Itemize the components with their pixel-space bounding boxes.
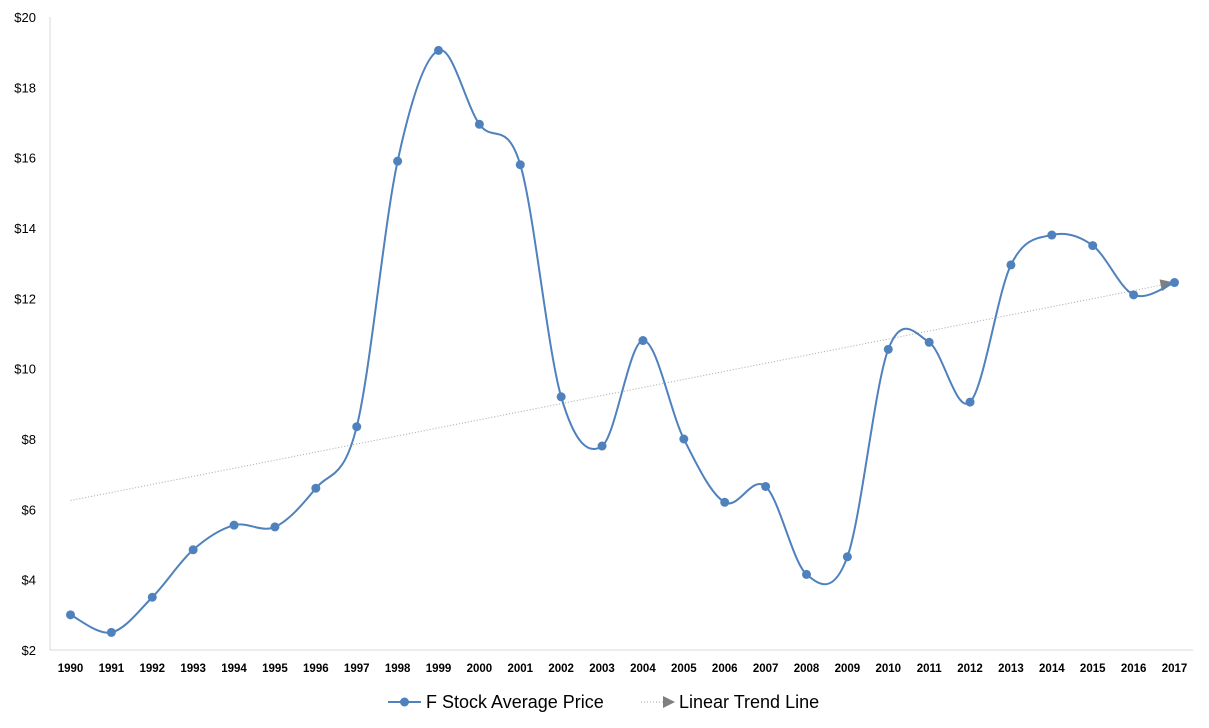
data-point-2013 — [1006, 260, 1016, 270]
data-point-1997 — [352, 422, 362, 432]
data-point-1998 — [393, 156, 403, 166]
x-tick-label: 2007 — [753, 663, 779, 675]
data-point-1999 — [434, 45, 443, 55]
data-point-1996 — [311, 483, 321, 493]
x-tick-label: 1992 — [139, 663, 165, 675]
data-point-2004 — [638, 336, 648, 346]
x-tick-label: 1991 — [99, 663, 125, 675]
y-tick-label: $18 — [14, 80, 36, 95]
x-tick-label: 2008 — [794, 663, 820, 675]
x-tick-label: 2013 — [998, 663, 1024, 675]
x-tick-label: 1993 — [180, 663, 206, 675]
y-tick-label: $4 — [22, 573, 36, 588]
data-point-1994 — [229, 520, 239, 530]
x-tick-label: 2012 — [957, 663, 983, 675]
y-tick-labels: $2 $4 $6 $8 $10 $12 $14 $16 $18 $20 — [14, 10, 36, 658]
legend-trend-arrow-icon — [663, 696, 675, 708]
x-tick-label: 2003 — [589, 663, 615, 675]
legend-trend-label: Linear Trend Line — [679, 692, 819, 712]
x-tick-label: 2017 — [1162, 663, 1188, 675]
data-point-2007 — [761, 481, 771, 491]
data-point-1992 — [147, 592, 157, 602]
x-tick-label: 1996 — [303, 663, 329, 675]
data-point-2016 — [1129, 290, 1139, 300]
data-point-2006 — [720, 497, 730, 507]
x-tick-label: 2006 — [712, 663, 738, 675]
x-tick-label: 2005 — [671, 663, 697, 675]
y-tick-label: $14 — [14, 221, 36, 236]
data-point-2009 — [842, 552, 852, 562]
series-line — [70, 49, 1175, 634]
data-point-2005 — [679, 434, 689, 444]
y-tick-label: $10 — [14, 362, 36, 377]
y-tick-label: $12 — [14, 291, 36, 306]
x-tick-label: 2010 — [875, 663, 901, 675]
x-tick-label: 1994 — [221, 663, 247, 675]
x-tick-label: 2015 — [1080, 663, 1106, 675]
x-tick-label: 1990 — [58, 663, 84, 675]
axes — [49, 17, 1193, 651]
legend-series-label: F Stock Average Price — [426, 692, 604, 712]
x-tick-label: 2009 — [835, 663, 861, 675]
x-tick-label: 2000 — [467, 663, 493, 675]
x-tick-label: 1997 — [344, 663, 370, 675]
data-point-2015 — [1088, 241, 1098, 251]
x-tick-label: 1999 — [426, 663, 452, 675]
y-tick-label: $8 — [22, 432, 36, 447]
data-point-1995 — [270, 522, 280, 532]
y-tick-label: $20 — [14, 10, 36, 25]
data-point-1990 — [66, 610, 75, 620]
data-point-2010 — [883, 344, 893, 354]
y-tick-label: $6 — [22, 502, 36, 517]
x-tick-label: 2002 — [548, 663, 574, 675]
data-point-2017 — [1170, 278, 1179, 288]
x-tick-label: 2004 — [630, 663, 656, 675]
y-tick-label: $16 — [14, 151, 36, 166]
data-point-2011 — [924, 337, 934, 347]
x-tick-label: 2011 — [917, 663, 943, 675]
x-tick-label: 1995 — [262, 663, 288, 675]
data-point-2014 — [1047, 230, 1057, 240]
data-point-1991 — [106, 627, 116, 637]
x-tick-label: 2001 — [507, 663, 533, 675]
data-point-2008 — [802, 569, 811, 579]
legend-series-marker — [400, 697, 409, 707]
x-tick-labels: 1990 1991 1992 1993 1994 1995 1996 1997 1998 1999… — [58, 663, 1188, 675]
x-tick-label: 2014 — [1039, 663, 1065, 675]
data-point-2012 — [965, 397, 975, 407]
x-tick-label: 1998 — [385, 663, 411, 675]
data-point-2001 — [515, 160, 525, 170]
y-tick-label: $2 — [22, 643, 36, 658]
data-point-2003 — [597, 441, 607, 451]
data-point-2000 — [474, 119, 484, 129]
legend: F Stock Average Price Linear Trend Line — [388, 692, 819, 712]
series-group — [66, 45, 1179, 637]
x-tick-label: 2016 — [1121, 663, 1147, 675]
data-point-2002 — [556, 392, 566, 402]
data-point-1993 — [188, 545, 198, 555]
